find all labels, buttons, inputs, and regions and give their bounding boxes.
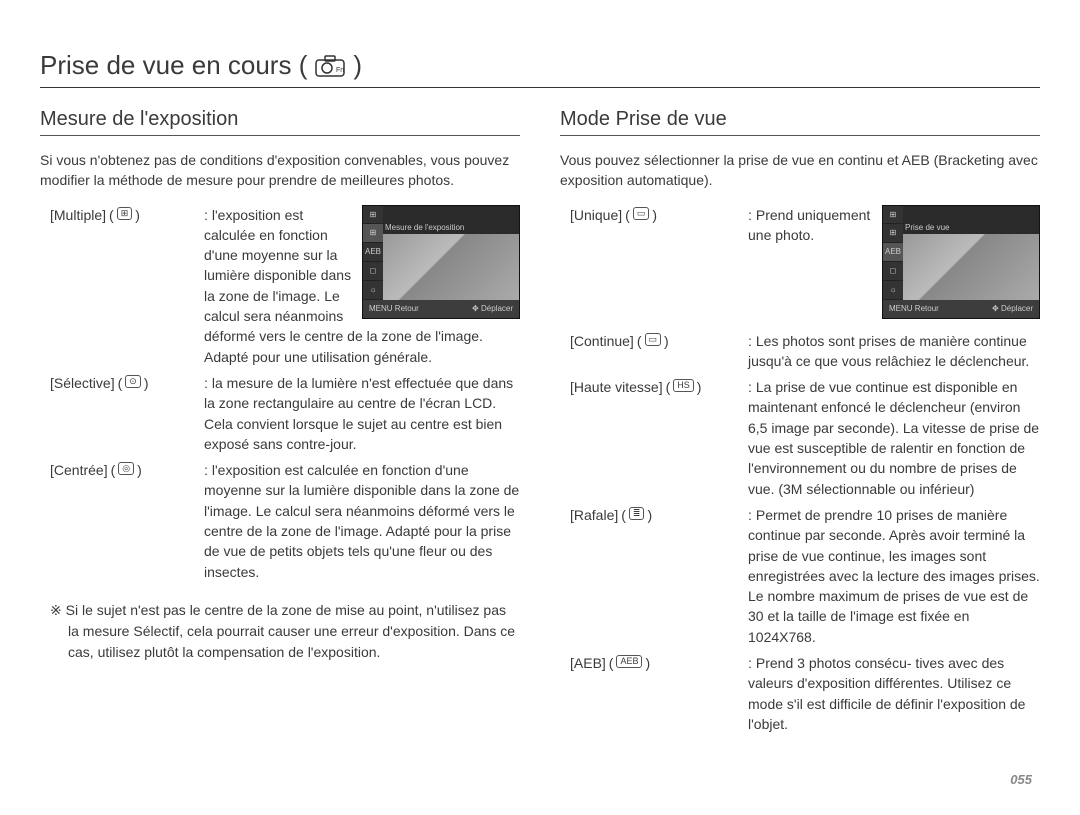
screenshot-photo <box>383 234 519 300</box>
option-selective-label: [Sélective] ( ⊙ ) <box>50 373 198 454</box>
option-rafale-desc: :Permet de prendre 10 prises de manière … <box>742 505 1040 647</box>
unique-icon: ▭ <box>633 207 650 220</box>
option-multiple: [Multiple] ( ⊞ ) ⊞⊞AEB◻☼ Mesure de l'exp… <box>50 205 520 367</box>
left-heading: Mesure de l'exposition <box>40 108 520 136</box>
right-intro: Vous pouvez sélectionner la prise de vue… <box>560 150 1040 191</box>
option-unique-desc: ⊞⊞AEB◻☼ Prise de vue MENU Retour ✥ Dépla… <box>742 205 1040 325</box>
left-column: Mesure de l'exposition Si vous n'obtenez… <box>40 108 520 740</box>
selective-icon: ⊙ <box>125 375 141 388</box>
rafale-icon: ≣ <box>629 507 645 520</box>
left-intro: Si vous n'obtenez pas de conditions d'ex… <box>40 150 520 191</box>
haute-vitesse-icon: HS <box>673 379 694 392</box>
screenshot-top-label: Prise de vue <box>905 222 949 234</box>
multiple-icon: ⊞ <box>117 207 133 220</box>
option-continue-desc: :Les photos sont prises de manière conti… <box>742 331 1040 372</box>
option-haute-vitesse-label: [Haute vitesse] ( HS ) <box>570 377 742 499</box>
option-aeb-label: [AEB] ( AEB ) <box>570 653 742 734</box>
screenshot-sidebar: ⊞⊞AEB◻☼ <box>363 206 383 300</box>
aeb-icon: AEB <box>616 655 642 668</box>
option-rafale-label: [Rafale] ( ≣ ) <box>570 505 742 647</box>
option-selective-desc: :la mesure de la lumière n'est effectuée… <box>198 373 520 454</box>
screenshot-sidebar: ⊞⊞AEB◻☼ <box>883 206 903 300</box>
page-title-text: Prise de vue en cours ( <box>40 50 307 81</box>
camera-fn-icon: Fn <box>315 55 345 77</box>
option-continue: [Continue] ( ▭ ) :Les photos sont prises… <box>570 331 1040 372</box>
page-number: 055 <box>1010 772 1032 787</box>
svg-text:Fn: Fn <box>336 67 344 74</box>
option-unique: [Unique] ( ▭ ) ⊞⊞AEB◻☼ Prise de vue MENU… <box>570 205 1040 325</box>
option-continue-label: [Continue] ( ▭ ) <box>570 331 742 372</box>
screenshot-bottombar: MENU Retour ✥ Déplacer <box>363 300 519 318</box>
option-centree: [Centrée] ( ◎ ) :l'exposition est calcul… <box>50 460 520 582</box>
right-column: Mode Prise de vue Vous pouvez sélectionn… <box>560 108 1040 740</box>
screenshot-photo <box>903 234 1039 300</box>
continue-icon: ▭ <box>645 333 662 346</box>
page-title: Prise de vue en cours ( Fn ) <box>40 50 1040 88</box>
move-icon: ✥ <box>992 304 999 313</box>
option-selective: [Sélective] ( ⊙ ) :la mesure de la lumiè… <box>50 373 520 454</box>
option-multiple-desc: ⊞⊞AEB◻☼ Mesure de l'exposition MENU Reto… <box>198 205 520 367</box>
option-centree-label: [Centrée] ( ◎ ) <box>50 460 198 582</box>
menu-icon: MENU <box>889 304 913 313</box>
option-rafale: [Rafale] ( ≣ ) :Permet de prendre 10 pri… <box>570 505 1040 647</box>
page-title-end: ) <box>353 50 362 81</box>
right-heading: Mode Prise de vue <box>560 108 1040 136</box>
paren-open: ( <box>109 205 114 225</box>
left-screenshot: ⊞⊞AEB◻☼ Mesure de l'exposition MENU Reto… <box>362 205 520 319</box>
option-multiple-label: [Multiple] ( ⊞ ) <box>50 205 198 367</box>
option-centree-desc: :l'exposition est calculée en fonction d… <box>198 460 520 582</box>
menu-icon: MENU <box>369 304 393 313</box>
right-screenshot: ⊞⊞AEB◻☼ Prise de vue MENU Retour ✥ Dépla… <box>882 205 1040 319</box>
option-aeb: [AEB] ( AEB ) :Prend 3 photos consécu- t… <box>570 653 1040 734</box>
option-haute-vitesse-desc: :La prise de vue continue est disponible… <box>742 377 1040 499</box>
content-columns: Mesure de l'exposition Si vous n'obtenez… <box>40 108 1040 740</box>
left-note: ※ Si le sujet n'est pas le centre de la … <box>50 600 520 663</box>
option-unique-label: [Unique] ( ▭ ) <box>570 205 742 325</box>
option-haute-vitesse: [Haute vitesse] ( HS ) :La prise de vue … <box>570 377 1040 499</box>
paren-close: ) <box>135 205 140 225</box>
screenshot-top-label: Mesure de l'exposition <box>385 222 464 234</box>
centree-icon: ◎ <box>118 462 134 475</box>
move-icon: ✥ <box>472 304 479 313</box>
option-aeb-desc: :Prend 3 photos consécu- tives avec des … <box>742 653 1040 734</box>
screenshot-bottombar: MENU Retour ✥ Déplacer <box>883 300 1039 318</box>
